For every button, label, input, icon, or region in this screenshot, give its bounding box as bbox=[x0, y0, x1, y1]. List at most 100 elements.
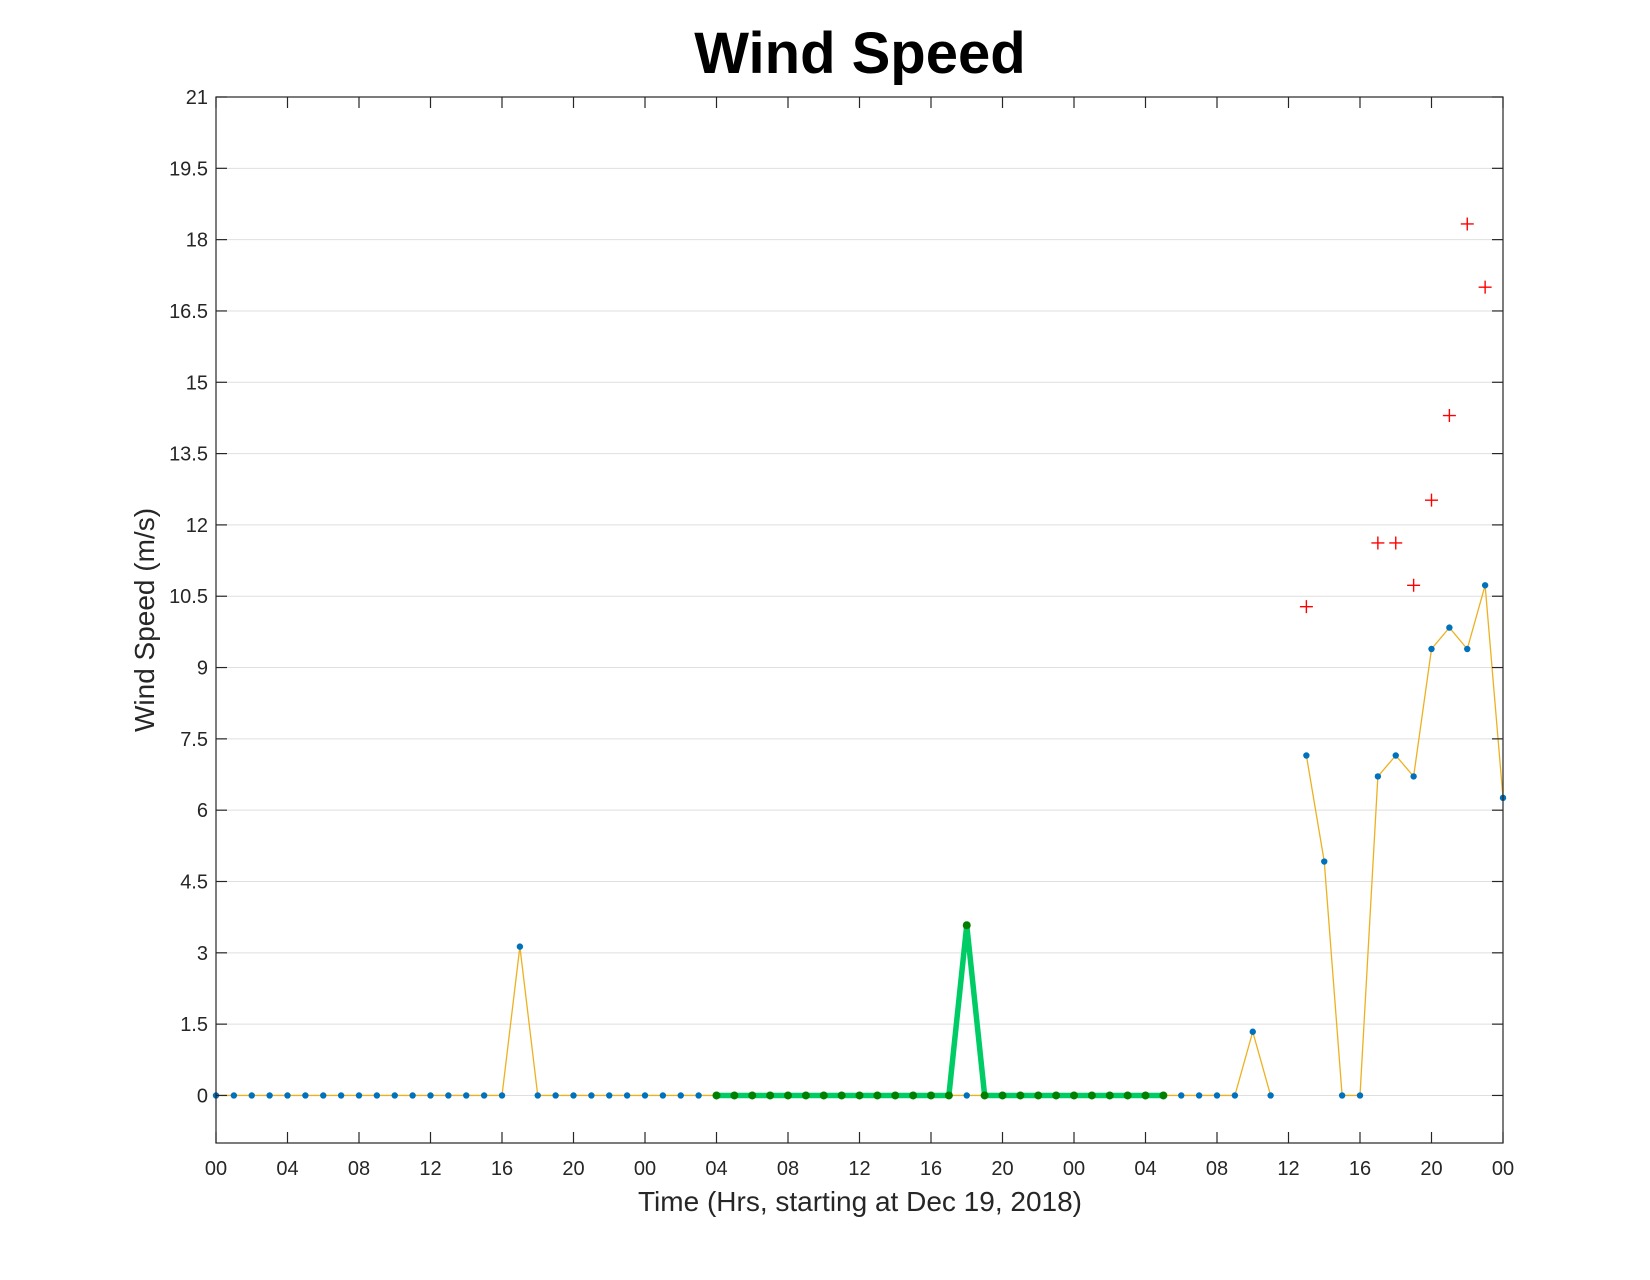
highlight-point bbox=[944, 1091, 953, 1100]
x-tick-label: 00 bbox=[1063, 1158, 1085, 1180]
hourly-wind-point bbox=[1303, 752, 1310, 759]
y-tick-label: 12 bbox=[186, 515, 208, 537]
highlight-point bbox=[980, 1091, 989, 1100]
hourly-wind-point bbox=[963, 1092, 970, 1099]
hourly-wind-point bbox=[355, 1092, 363, 1099]
x-axis-label: Time (Hrs, starting at Dec 19, 2018) bbox=[638, 1186, 1082, 1217]
hourly-wind-point bbox=[606, 1092, 613, 1099]
hourly-wind-point bbox=[1267, 1092, 1274, 1099]
highlight-point bbox=[784, 1091, 792, 1100]
highlight-point bbox=[748, 1091, 757, 1100]
highlight-point bbox=[1123, 1091, 1132, 1100]
x-tick-label: 20 bbox=[991, 1158, 1013, 1180]
gust-point bbox=[1407, 578, 1421, 592]
hourly-wind-point bbox=[1446, 624, 1453, 631]
hourly-wind-point bbox=[248, 1092, 255, 1099]
grid-layer bbox=[216, 96, 1503, 1096]
x-tick-label: 20 bbox=[1420, 1158, 1442, 1180]
highlight-point bbox=[819, 1091, 828, 1100]
highlight-point bbox=[927, 1091, 935, 1100]
y-tick-label: 16.5 bbox=[169, 301, 208, 323]
hourly-wind-point bbox=[373, 1092, 381, 1099]
tick-layer: 0 1.5 3 4.5 6 7.5 9 10.5 12 13.5 15 16.5 18 19.5 21 00 0… bbox=[169, 87, 1514, 1180]
gust-point bbox=[1425, 493, 1438, 507]
hourly-wind-point bbox=[1338, 1092, 1346, 1099]
hourly-wind-point bbox=[641, 1092, 649, 1099]
hourly-wind-point bbox=[659, 1092, 667, 1099]
plot-frame bbox=[215, 96, 1504, 1144]
hourly-wind-line bbox=[1305, 584, 1504, 1097]
x-tick-label: 16 bbox=[491, 1158, 513, 1180]
hourly-wind-point bbox=[427, 1092, 434, 1099]
hourly-wind-point bbox=[1249, 1028, 1256, 1035]
highlight-point bbox=[1105, 1091, 1114, 1100]
y-tick-label: 7.5 bbox=[180, 729, 208, 751]
hourly-wind-point bbox=[320, 1092, 327, 1099]
gust-point bbox=[1371, 536, 1385, 550]
gust-point bbox=[1460, 217, 1474, 231]
y-tick-label: 21 bbox=[186, 87, 208, 109]
gust-point bbox=[1389, 536, 1403, 550]
hourly-wind-point bbox=[1464, 645, 1471, 653]
highlight-point bbox=[1141, 1091, 1150, 1100]
y-tick-label: 19.5 bbox=[169, 158, 208, 180]
y-tick-label: 4.5 bbox=[180, 872, 208, 894]
highlight-point bbox=[1159, 1091, 1168, 1100]
highlight-point bbox=[909, 1091, 918, 1100]
hourly-wind-point bbox=[677, 1092, 684, 1099]
hourly-wind-point bbox=[498, 1092, 506, 1099]
hourly-wind-point bbox=[695, 1092, 702, 1099]
highlight-point bbox=[801, 1091, 810, 1100]
y-axis-label: Wind Speed (m/s) bbox=[129, 508, 160, 732]
x-tick-label: 16 bbox=[1349, 1158, 1371, 1180]
y-tick-label: 1.5 bbox=[180, 1014, 208, 1036]
hourly-wind-point bbox=[623, 1092, 631, 1099]
hourly-wind-line bbox=[216, 945, 1272, 1097]
hourly-wind-point bbox=[552, 1092, 559, 1099]
highlight-line bbox=[716, 922, 1164, 1099]
highlight-point bbox=[855, 1091, 864, 1100]
highlight-point bbox=[712, 1091, 721, 1100]
chart-title: Wind Speed bbox=[694, 21, 1025, 86]
x-tick-label: 12 bbox=[1277, 1158, 1299, 1180]
y-tick-label: 10.5 bbox=[169, 586, 208, 608]
highlight-point bbox=[837, 1091, 846, 1100]
hourly-wind-point bbox=[516, 943, 524, 950]
y-tick-label: 13.5 bbox=[169, 444, 208, 466]
highlight-point bbox=[962, 921, 971, 930]
x-tick-label: 08 bbox=[348, 1158, 370, 1180]
highlight-point bbox=[766, 1091, 775, 1100]
hourly-wind-point bbox=[284, 1092, 291, 1099]
hourly-wind-point bbox=[337, 1092, 345, 1099]
x-tick-label: 20 bbox=[562, 1158, 584, 1180]
hourly-wind-point bbox=[1410, 773, 1417, 780]
hourly-wind-point bbox=[230, 1092, 238, 1099]
y-tick-label: 3 bbox=[197, 943, 208, 965]
hourly-wind-point bbox=[1321, 858, 1328, 865]
hourly-wind-point bbox=[302, 1092, 309, 1099]
x-tick-label: 12 bbox=[848, 1158, 870, 1180]
hourly-wind-point bbox=[1178, 1092, 1185, 1099]
x-tick-label: 12 bbox=[419, 1158, 441, 1180]
hourly-wind-point bbox=[570, 1092, 577, 1099]
x-tick-label: 04 bbox=[1134, 1158, 1156, 1180]
hourly-wind-point bbox=[391, 1092, 398, 1099]
highlight-point bbox=[873, 1091, 882, 1100]
gust-point bbox=[1442, 409, 1456, 423]
y-tick-label: 6 bbox=[197, 800, 208, 822]
hourly-wind-point bbox=[588, 1092, 595, 1099]
hourly-wind-point bbox=[1195, 1092, 1203, 1099]
gust-point bbox=[1478, 280, 1492, 294]
hourly-wind-point bbox=[1213, 1092, 1221, 1099]
hourly-wind-point bbox=[1374, 773, 1382, 780]
highlight-point bbox=[998, 1091, 1007, 1100]
x-tick-label: 16 bbox=[920, 1158, 942, 1180]
x-tick-label: 00 bbox=[205, 1158, 227, 1180]
series-layer bbox=[216, 584, 1504, 1099]
highlight-point bbox=[1087, 1091, 1096, 1100]
y-tick-label: 9 bbox=[197, 658, 208, 680]
highlight-point bbox=[1034, 1091, 1043, 1100]
hourly-wind-point bbox=[409, 1092, 416, 1099]
